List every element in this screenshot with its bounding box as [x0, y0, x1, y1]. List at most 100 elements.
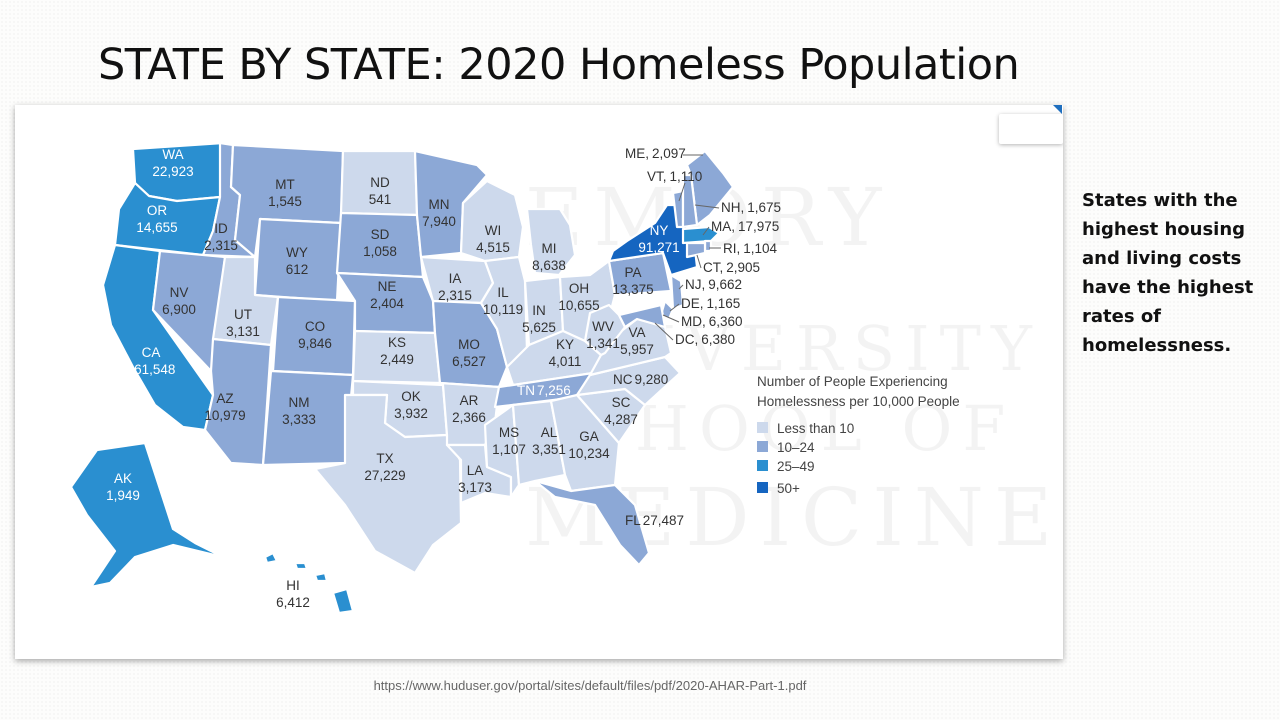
state-value-ut: 3,131	[226, 324, 260, 339]
state-abbr-pa: PA	[624, 265, 641, 280]
state-value-nc: 9,280	[635, 372, 669, 387]
state-abbr-ut: UT	[234, 307, 252, 322]
state-value-wa: 22,923	[152, 164, 193, 179]
leader-line-ma	[702, 226, 710, 236]
state-value-pa: 13,375	[612, 282, 653, 297]
state-abbr-wv: WV	[592, 319, 614, 334]
state-value-ok: 3,932	[394, 406, 428, 421]
state-abbr-in: IN	[532, 303, 546, 318]
state-value-az: 10,979	[204, 408, 245, 423]
map-panel: EMORY UNIVERSITY SCHOOL OF MEDICINE WA22…	[15, 105, 1063, 659]
state-value-nm: 3,333	[282, 412, 316, 427]
state-abbr-ia: IA	[449, 271, 462, 286]
legend-swatch-4	[757, 482, 768, 493]
state-value-dc: 6,380	[701, 332, 735, 347]
state-abbr-dc: DC,	[675, 332, 698, 347]
state-value-al: 3,351	[532, 442, 566, 457]
state-ma	[681, 225, 721, 245]
state-abbr-vt: VT,	[647, 169, 667, 184]
state-value-ny: 91,271	[638, 240, 679, 255]
state-abbr-ar: AR	[460, 393, 479, 408]
state-value-oh: 10,655	[558, 298, 599, 313]
us-map: EMORY UNIVERSITY SCHOOL OF MEDICINE WA22…	[69, 141, 1052, 615]
state-tx	[313, 393, 463, 575]
state-abbr-la: LA	[467, 463, 484, 478]
slide-title: STATE BY STATE: 2020 Homeless Population	[98, 40, 1020, 90]
state-abbr-ny: NY	[650, 223, 669, 238]
leader-line-nh	[694, 204, 720, 209]
legend-label-3: 25–49	[777, 459, 815, 474]
legend-swatch-2	[757, 441, 768, 452]
state-wi	[459, 179, 525, 263]
state-value-nh: 1,675	[747, 200, 781, 215]
state-abbr-tx: TX	[376, 451, 393, 466]
state-abbr-nm: NM	[289, 395, 310, 410]
state-nh	[681, 173, 699, 229]
state-abbr-va: VA	[628, 325, 645, 340]
state-value-ma: 17,975	[738, 219, 779, 234]
state-abbr-md: MD,	[681, 314, 706, 329]
state-value-ar: 2,366	[452, 410, 486, 425]
state-hi	[263, 551, 355, 615]
state-abbr-ri: RI,	[723, 241, 740, 256]
state-abbr-az: AZ	[216, 391, 233, 406]
state-abbr-mo: MO	[458, 337, 480, 352]
state-abbr-wi: WI	[485, 223, 502, 238]
state-abbr-nc: NC	[613, 372, 633, 387]
leader-line-vt	[678, 182, 686, 202]
state-abbr-de: DE,	[681, 296, 704, 311]
state-value-tx: 27,229	[364, 468, 405, 483]
state-abbr-ct: CT,	[703, 260, 723, 275]
corner-mark-icon	[1053, 105, 1062, 114]
state-az	[203, 337, 273, 467]
leader-line-ct	[696, 254, 702, 269]
state-ct	[685, 241, 707, 259]
state-value-fl: 27,487	[643, 513, 684, 528]
state-value-md: 6,360	[709, 314, 743, 329]
state-value-id: 2,315	[204, 238, 238, 253]
leader-line-de	[669, 303, 680, 312]
legend-label-4: 50+	[777, 481, 800, 496]
state-abbr-id: ID	[214, 221, 228, 236]
state-abbr-wa: WA	[162, 147, 183, 162]
state-value-de: 1,165	[707, 296, 741, 311]
state-abbr-ks: KS	[388, 335, 406, 350]
state-abbr-or: OR	[147, 203, 168, 218]
state-fl	[533, 479, 651, 567]
state-abbr-il: IL	[497, 285, 509, 300]
legend-swatch-3	[757, 460, 768, 471]
legend-swatch-1	[757, 422, 768, 433]
state-value-mt: 1,545	[268, 194, 302, 209]
state-abbr-nh: NH,	[721, 200, 744, 215]
state-al	[511, 399, 567, 487]
state-abbr-ky: KY	[556, 337, 574, 352]
corner-box	[999, 114, 1063, 144]
state-abbr-wy: WY	[286, 245, 308, 260]
state-abbr-ak: AK	[114, 471, 132, 486]
state-abbr-ok: OK	[401, 389, 421, 404]
state-abbr-sc: SC	[612, 395, 631, 410]
state-value-sc: 4,287	[604, 412, 638, 427]
state-value-mi: 8,638	[532, 258, 566, 273]
state-value-ca: 161,548	[127, 362, 176, 377]
state-value-hi: 6,412	[276, 595, 310, 610]
state-value-ms: 1,107	[492, 442, 526, 457]
state-nj	[669, 273, 685, 311]
side-note: States with the highest housing and livi…	[1082, 190, 1254, 356]
state-value-ne: 2,404	[370, 296, 404, 311]
leader-line-nj	[678, 284, 684, 290]
state-value-co: 9,846	[298, 336, 332, 351]
state-abbr-tn: TN	[517, 383, 535, 398]
state-value-nj: 9,662	[708, 277, 742, 292]
state-value-vt: 1,110	[670, 169, 703, 184]
state-value-il: 10,119	[483, 302, 523, 317]
state-abbr-nj: NJ,	[685, 277, 705, 292]
state-abbr-nv: NV	[170, 285, 189, 300]
state-value-or: 14,655	[136, 220, 177, 235]
state-abbr-co: CO	[305, 319, 325, 334]
state-abbr-fl: FL	[625, 513, 641, 528]
state-value-ak: 1,949	[106, 488, 140, 503]
legend-title-line-1: Number of People Experiencing	[757, 374, 948, 389]
state-value-mo: 6,527	[452, 354, 486, 369]
state-abbr-me: ME,	[625, 146, 649, 161]
